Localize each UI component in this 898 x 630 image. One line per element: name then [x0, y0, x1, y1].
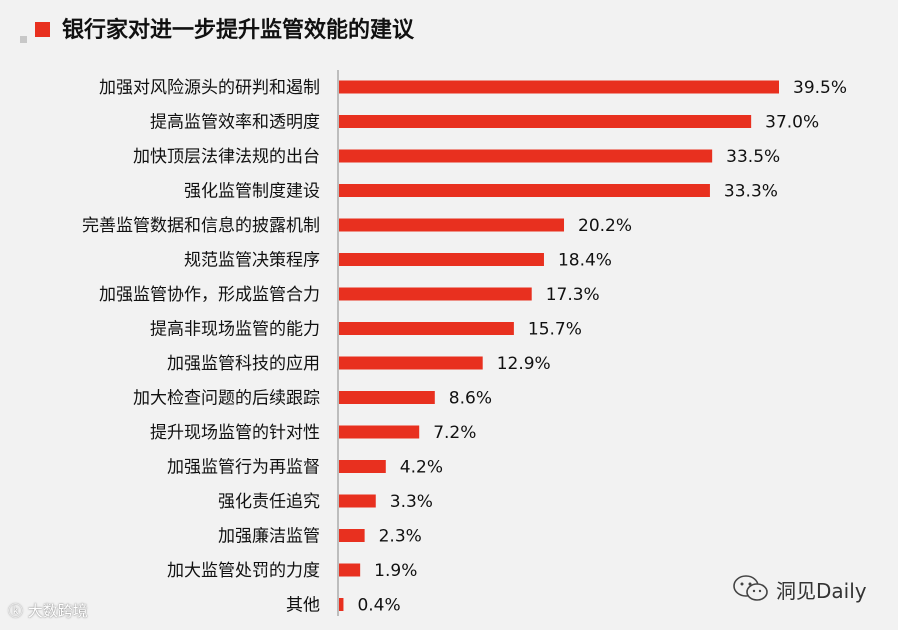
watermark-right-text: 洞见Daily	[776, 578, 867, 603]
category-label: 提升现场监管的针对性	[150, 423, 320, 443]
value-label: 33.5%	[726, 147, 780, 167]
category-label: 加强监管协作，形成监管合力	[99, 285, 320, 305]
watermark-right: 洞见Daily	[732, 574, 867, 604]
value-label: 7.2%	[433, 423, 476, 443]
value-label: 2.3%	[379, 527, 422, 547]
title-bullet-small	[20, 36, 27, 43]
value-label: 17.3%	[546, 285, 600, 305]
bar	[339, 184, 710, 197]
category-label: 加强监管科技的应用	[167, 354, 320, 374]
bar	[339, 322, 514, 335]
value-label: 0.4%	[357, 596, 400, 616]
category-label: 加强廉洁监管	[218, 527, 320, 547]
category-label: 加快顶层法律法规的出台	[133, 147, 320, 167]
bar	[339, 287, 532, 301]
category-label: 其他	[286, 596, 320, 616]
chart-title: 银行家对进一步提升监管效能的建议	[62, 18, 415, 43]
value-label: 15.7%	[528, 320, 582, 340]
category-label: 加强监管行为再监督	[167, 458, 320, 478]
bar	[339, 149, 713, 163]
category-label: 规范监管决策程序	[184, 251, 320, 271]
category-label: 完善监管数据和信息的披露机制	[82, 216, 320, 236]
value-label: 37.0%	[765, 113, 819, 133]
bar	[339, 115, 752, 128]
wechat-icon	[733, 575, 768, 601]
category-label: 加大检查问题的后续跟踪	[133, 389, 320, 409]
category-label: 加大监管处罚的力度	[167, 561, 320, 581]
value-label: 20.2%	[578, 216, 632, 236]
value-label: 12.9%	[497, 354, 551, 374]
bar	[339, 391, 435, 404]
value-label: 8.6%	[449, 389, 492, 409]
bar	[339, 563, 361, 577]
value-label: 18.4%	[558, 251, 612, 271]
value-label: 1.9%	[374, 561, 417, 581]
bar	[339, 494, 376, 508]
category-label: 加强对风险源头的研判和遏制	[99, 78, 320, 98]
bar	[339, 80, 779, 94]
value-label: 39.5%	[793, 78, 847, 98]
value-label: 33.3%	[724, 182, 778, 202]
watermark-left: ⓚ 大数跨境	[8, 602, 88, 620]
watermark-left-text: 大数跨境	[27, 602, 88, 620]
value-label: 4.2%	[400, 458, 443, 478]
category-label: 提高监管效率和透明度	[150, 113, 320, 133]
bar	[339, 356, 483, 370]
bar	[339, 253, 544, 266]
bar	[339, 218, 565, 232]
bar	[339, 598, 344, 611]
category-label: 强化责任追究	[218, 492, 320, 512]
bar	[339, 529, 365, 542]
bar	[339, 425, 420, 439]
bar	[339, 460, 386, 473]
category-label: 提高非现场监管的能力	[150, 320, 320, 340]
category-label: 强化监管制度建设	[184, 182, 320, 202]
title-bullet	[35, 22, 50, 37]
value-label: 3.3%	[390, 492, 433, 512]
